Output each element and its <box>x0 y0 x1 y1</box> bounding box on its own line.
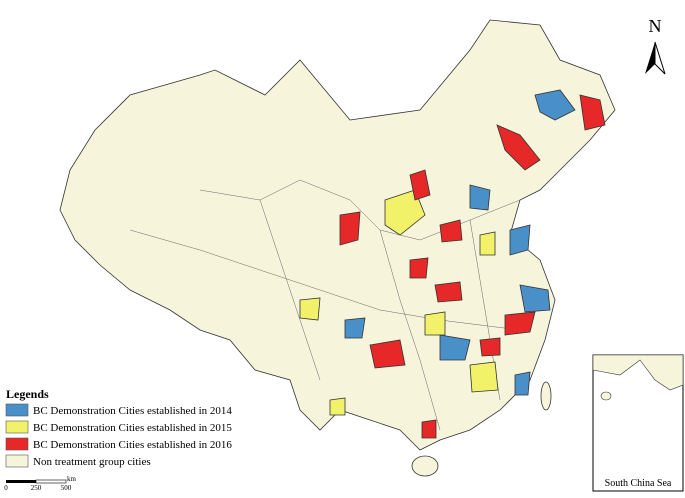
legend-label: Non treatment group cities <box>33 456 151 468</box>
legend-title: Legends <box>6 387 49 401</box>
legend-label: BC Demonstration Cities established in 2… <box>33 422 232 434</box>
region <box>479 231 496 256</box>
region <box>579 94 606 131</box>
region <box>344 317 366 339</box>
region <box>519 284 551 313</box>
legend-swatch <box>5 403 29 417</box>
region <box>384 189 426 236</box>
scale-segment <box>6 480 36 483</box>
region <box>469 184 491 211</box>
region <box>479 337 501 357</box>
region <box>421 419 437 439</box>
legend-label: BC Demonstration Cities established in 2… <box>33 439 232 451</box>
region <box>409 169 431 201</box>
scale-unit: km <box>67 475 77 483</box>
taiwan <box>540 381 552 411</box>
region <box>504 311 536 336</box>
region <box>534 89 576 121</box>
north-arrow: N <box>645 16 666 75</box>
region <box>439 334 471 361</box>
region <box>509 224 531 256</box>
region <box>369 339 406 369</box>
mainland <box>59 19 616 451</box>
scale-bar: 0 250 500 km <box>4 475 76 492</box>
legend-label: BC Demonstration Cities established in 2… <box>33 405 232 417</box>
region <box>434 281 463 303</box>
region <box>339 211 361 246</box>
arrow-right <box>654 41 666 75</box>
inset-island <box>600 391 612 401</box>
arrow-left <box>645 42 655 74</box>
scale-segment <box>35 479 67 484</box>
region <box>329 397 346 416</box>
inset-coast <box>592 354 684 391</box>
scale-label: 0 <box>4 484 8 492</box>
legend-swatch <box>5 437 29 451</box>
region <box>496 124 541 171</box>
north-label: N <box>649 16 662 36</box>
inset: South China Sea <box>592 354 684 492</box>
region <box>299 297 321 321</box>
region <box>424 311 446 336</box>
legend-swatch <box>5 420 29 434</box>
legend-swatch <box>5 454 29 468</box>
scale-label: 500 <box>61 484 72 492</box>
legend: Legends BC Demonstration Cities establis… <box>5 387 232 468</box>
scale-label: 250 <box>31 484 42 492</box>
country <box>59 19 616 477</box>
hainan <box>411 455 439 477</box>
region <box>514 371 531 396</box>
region <box>469 361 499 393</box>
region <box>409 257 429 279</box>
inset-label: South China Sea <box>605 478 672 489</box>
region <box>439 219 463 243</box>
